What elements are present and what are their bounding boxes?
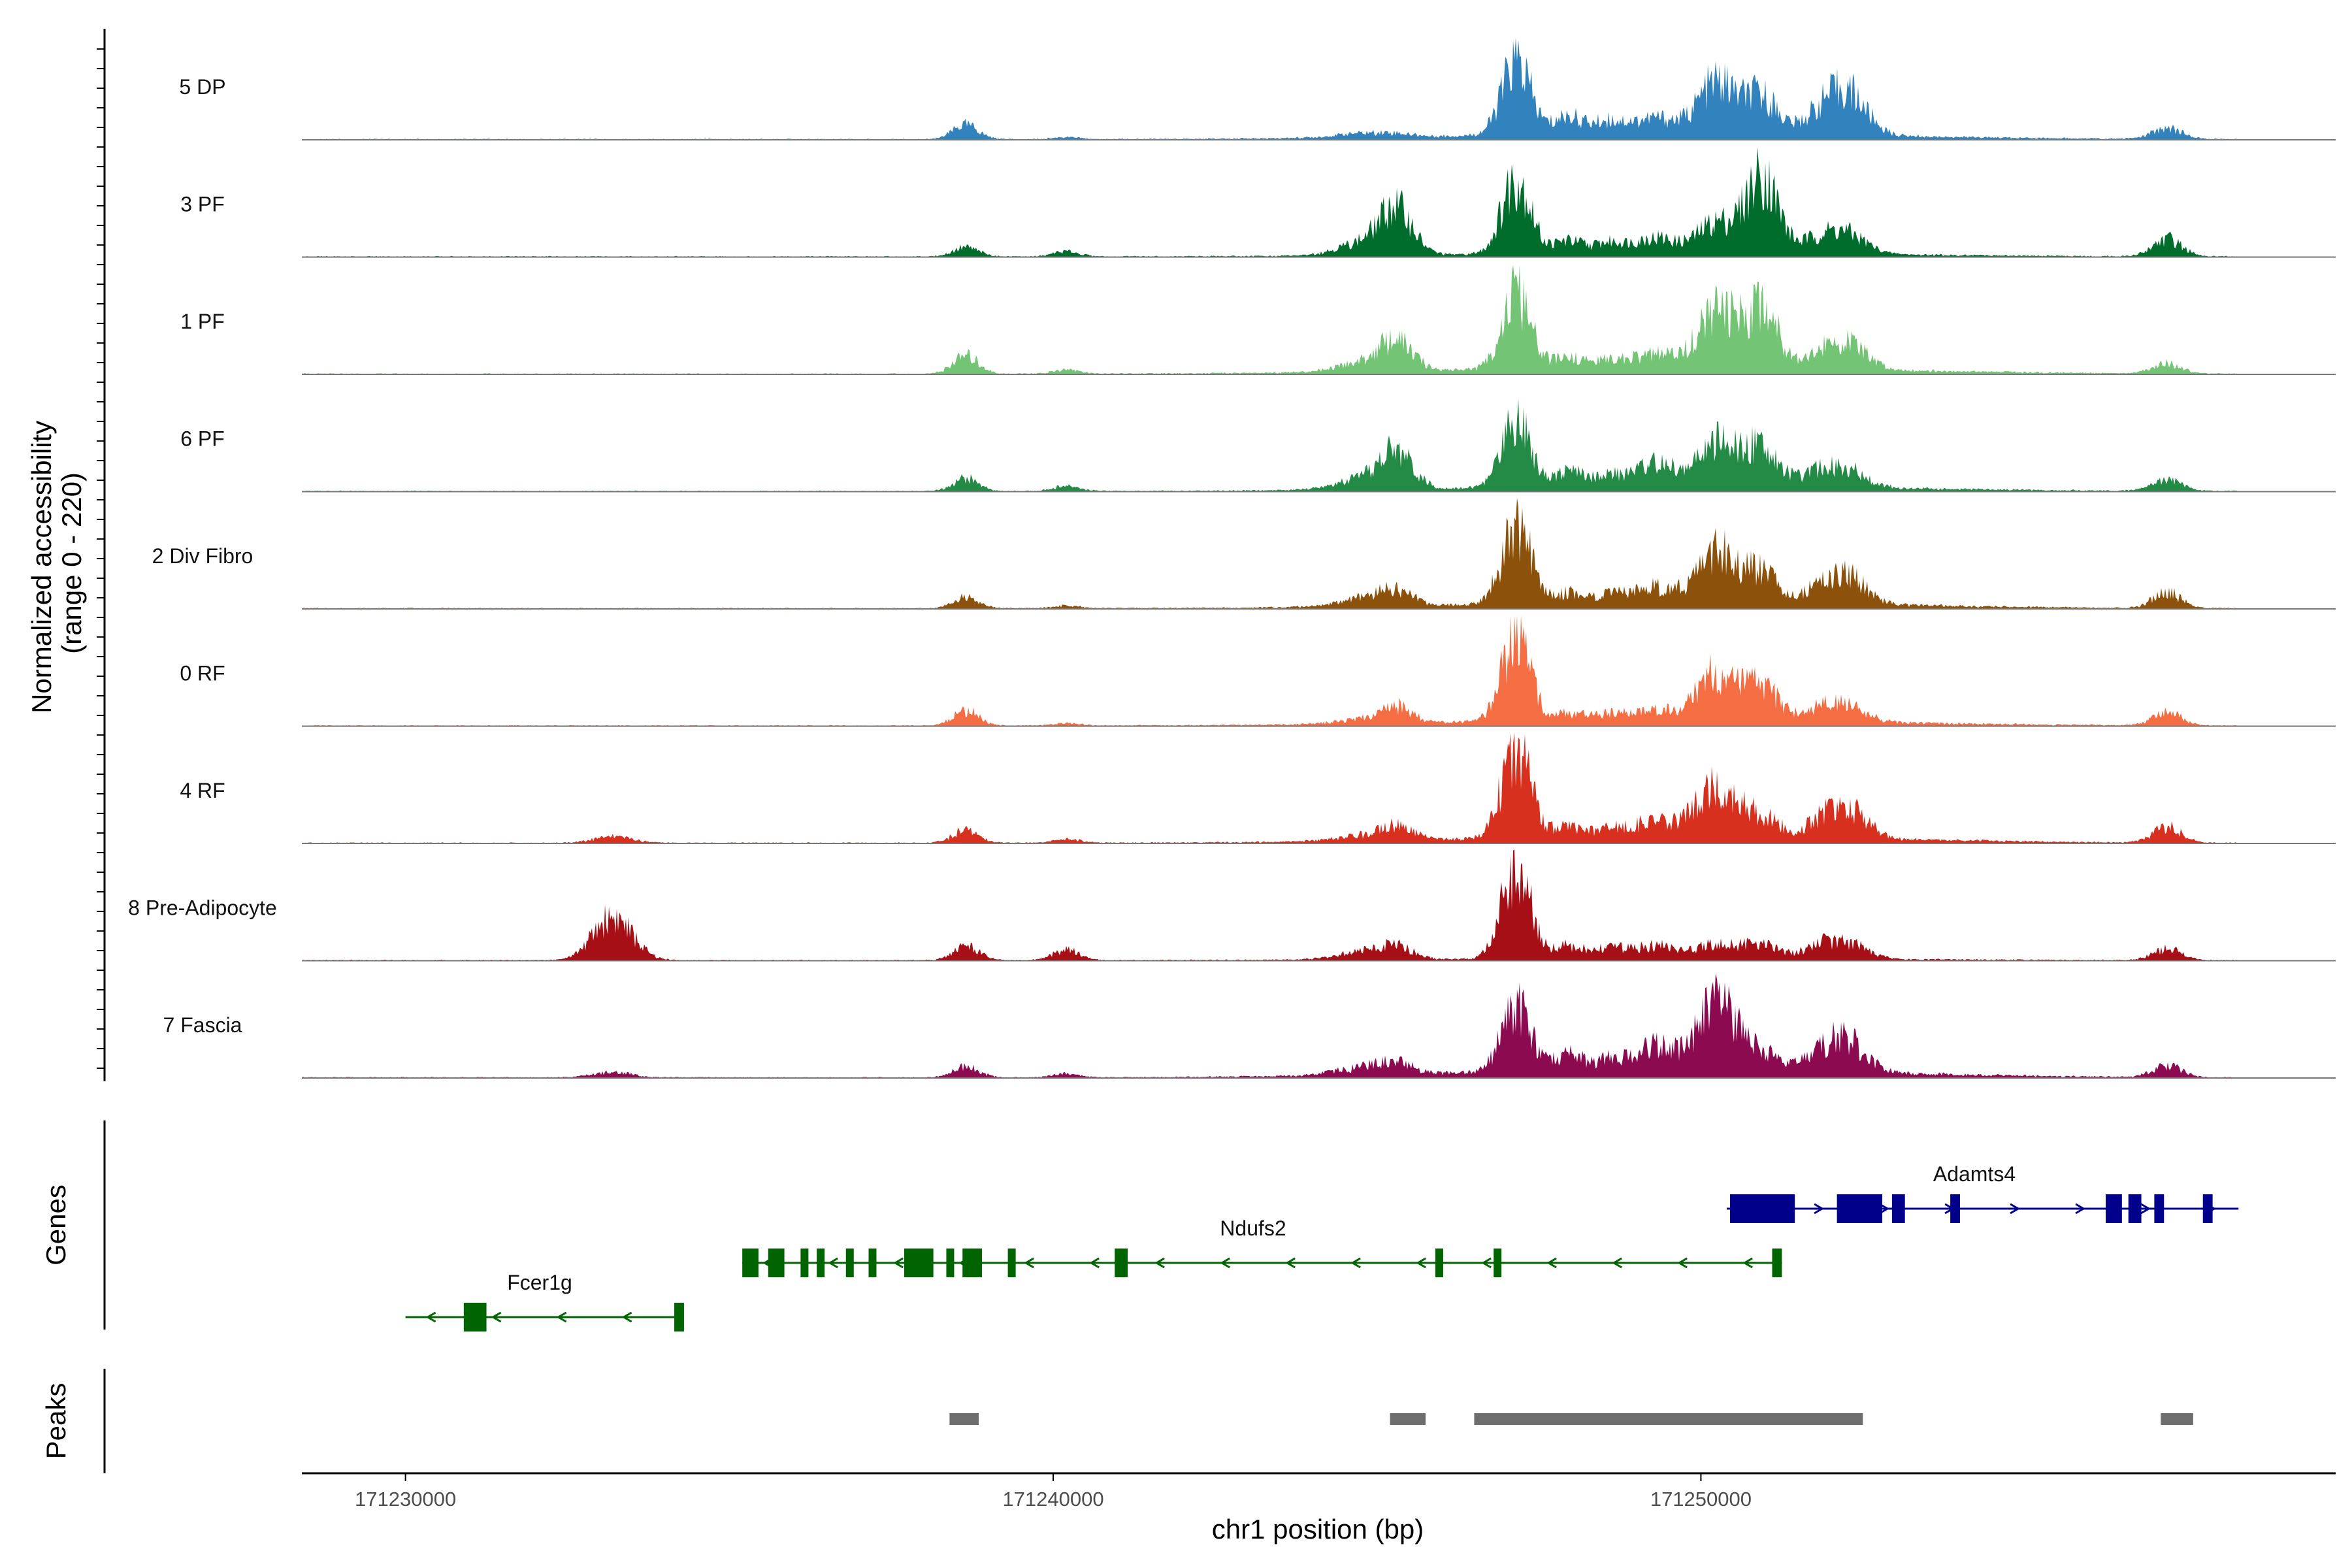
gene-ndufs2: Ndufs2 [742,1217,1782,1277]
gene-exon [1891,1194,1905,1223]
peaks-panel-label: Peaks [41,1383,71,1460]
gene-exon [800,1249,809,1277]
coverage-area [302,37,2238,140]
strand-arrow [2010,1203,2021,1215]
track-label: 0 RF [180,662,225,685]
gene-exon [2106,1194,2122,1223]
strand-arrow [1285,1257,1296,1269]
gene-fcer1g: Fcer1g [405,1271,684,1331]
track-label: 4 RF [180,779,225,802]
track-label: 1 PF [180,310,225,333]
coverage-area [302,849,2238,961]
x-tick-label: 171240000 [1002,1488,1103,1511]
gene-exon [1115,1249,1128,1277]
strand-arrow [1742,1257,1753,1269]
coverage-y-label: Normalized accessibility (range 0 - 220) [26,413,87,713]
gene-label: Adamts4 [1933,1162,2016,1186]
strand-arrow [828,1257,838,1269]
track-label: 2 Div Fibro [152,544,253,568]
strand-arrow [2140,1203,2151,1215]
coverage-area [302,147,2238,257]
gene-exon [463,1303,487,1331]
track-label: 8 Pre-Adipocyte [128,896,277,920]
gene-exon [2154,1194,2164,1223]
coverage-tracks: 5 DP 3 PF 1 PF 6 PF 2 Div Fibro 0 RF 4 RF 8 Pre… [128,37,2336,1079]
strand-arrow [1814,1203,1825,1215]
track-2-div-fibro: 2 Div Fibro [152,498,2336,610]
peak-region [1390,1413,1426,1425]
track-0-rf: 0 RF [180,615,2336,727]
coverage-area [302,399,2238,492]
strand-arrow [1416,1257,1426,1269]
gene-exon [845,1249,854,1277]
strand-arrow [1024,1257,1034,1269]
coverage-area [302,498,2238,609]
peak-region [2161,1413,2193,1425]
gene-exon [904,1249,934,1277]
gene-exon [817,1249,825,1277]
strand-arrow [1677,1257,1688,1269]
gene-exon [1494,1249,1502,1277]
track-label: 6 PF [180,427,225,451]
gene-exon [946,1249,955,1277]
strand-arrow [1220,1257,1230,1269]
gene-exon [674,1303,684,1331]
track-1-pf: 1 PF [180,265,2336,375]
coverage-y-ticks [97,48,105,1069]
peak-regions [949,1413,2193,1425]
track-label: 5 DP [179,75,225,99]
gene-adamts4: Adamts4 [1727,1162,2239,1223]
gene-exon [768,1249,785,1277]
gene-exon [2128,1194,2142,1223]
coverage-area [302,265,2238,374]
gene-label: Ndufs2 [1220,1217,1286,1240]
gene-exon [1435,1249,1443,1277]
strand-arrow [1546,1257,1557,1269]
gene-exon [962,1249,982,1277]
strand-arrow [1089,1257,1100,1269]
track-5-dp: 5 DP [179,37,2336,140]
track-4-rf: 4 RF [180,732,2336,844]
strand-arrow [621,1311,632,1323]
track-7-fascia: 7 Fascia [163,973,2336,1079]
gene-exon [2202,1194,2213,1223]
gene-exon [1772,1249,1782,1277]
strand-arrow [2075,1203,2086,1215]
strand-arrow [893,1257,904,1269]
gene-exon [1950,1194,1960,1223]
gene-label: Fcer1g [507,1271,572,1294]
coverage-y-label-line1: Normalized accessibility [26,421,57,713]
x-tick-label: 171250000 [1650,1488,1752,1511]
coverage-y-label-line2: (range 0 - 220) [56,472,87,654]
track-3-pf: 3 PF [180,147,2336,258]
coverage-area [302,732,2238,843]
x-axis-title: chr1 position (bp) [1212,1514,1424,1544]
genes-panel-label: Genes [41,1184,71,1266]
track-6-pf: 6 PF [180,399,2336,493]
gene-exon [1837,1194,1883,1223]
strand-arrow [1154,1257,1165,1269]
track-label: 3 PF [180,193,225,216]
strand-arrow [1612,1257,1622,1269]
track-label: 7 Fascia [163,1013,242,1037]
strand-arrow [1350,1257,1361,1269]
strand-arrow [425,1311,436,1323]
coverage-area [302,973,2238,1078]
strand-arrow [1481,1257,1492,1269]
peak-region [1474,1413,1863,1425]
strand-arrow [1879,1203,1890,1215]
gene-annotations: Fcer1g Ndufs2 Adamts4 [405,1162,2239,1331]
gene-exon [868,1249,877,1277]
gene-exon [1007,1249,1016,1277]
track-8-pre-adipocyte: 8 Pre-Adipocyte [128,849,2336,962]
coverage-area [302,615,2238,727]
peak-region [949,1413,979,1425]
strand-arrow [491,1311,502,1323]
strand-arrow [556,1311,567,1323]
x-axis-ticks: 171230000 171240000 171250000 [355,1473,1752,1511]
gene-exon [742,1249,759,1277]
x-tick-label: 171230000 [355,1488,456,1511]
gene-exon [1730,1194,1795,1223]
